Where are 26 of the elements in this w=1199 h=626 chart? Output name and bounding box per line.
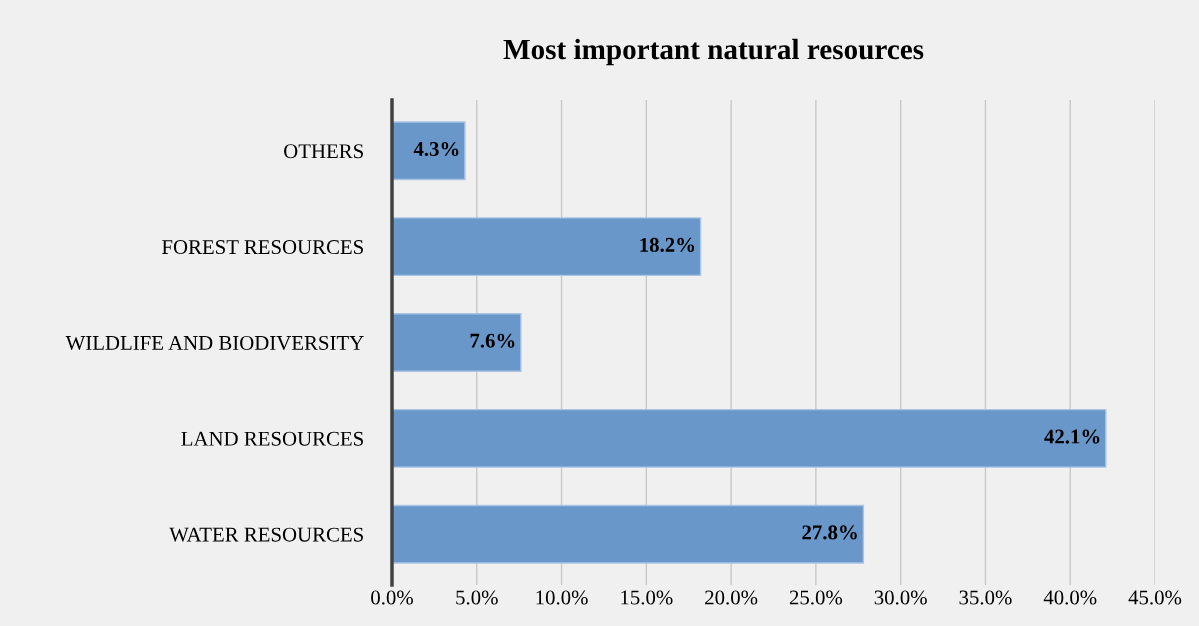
x-tick-label: 0.0% (371, 590, 413, 605)
x-tick-label: 5.0% (456, 590, 498, 605)
x-tick-label: 45.0% (1128, 590, 1182, 605)
chart-title: Most important natural resources (503, 38, 924, 66)
x-tick-label: 10.0% (536, 590, 588, 605)
y-tick-label: LAND RESOURCES (181, 431, 363, 446)
data-label: 4.3% (413, 141, 459, 157)
y-tick-label: OTHERS (284, 144, 363, 159)
x-tick-label: 40.0% (1043, 590, 1097, 605)
bar (392, 121, 466, 181)
bar (392, 504, 865, 564)
y-tick-label: WATER RESOURCES (169, 527, 363, 542)
data-label: 42.1% (1044, 429, 1100, 444)
bar (392, 313, 522, 372)
y-tick-label: WILDLIFE AND BIODIVERSITY (65, 335, 364, 351)
x-tick-label: 30.0% (874, 590, 927, 605)
bar (392, 217, 702, 277)
bar (392, 408, 1107, 468)
x-tick-label: 35.0% (959, 590, 1012, 605)
x-tick-label: 15.0% (621, 590, 673, 605)
x-tick-label: 25.0% (789, 590, 843, 605)
data-label: 27.8% (802, 525, 857, 540)
data-label: 18.2% (640, 237, 695, 252)
data-label: 7.6% (470, 333, 515, 348)
y-tick-label: FOREST RESOURCES (162, 240, 363, 255)
x-tick-label: 20.0% (705, 590, 758, 605)
